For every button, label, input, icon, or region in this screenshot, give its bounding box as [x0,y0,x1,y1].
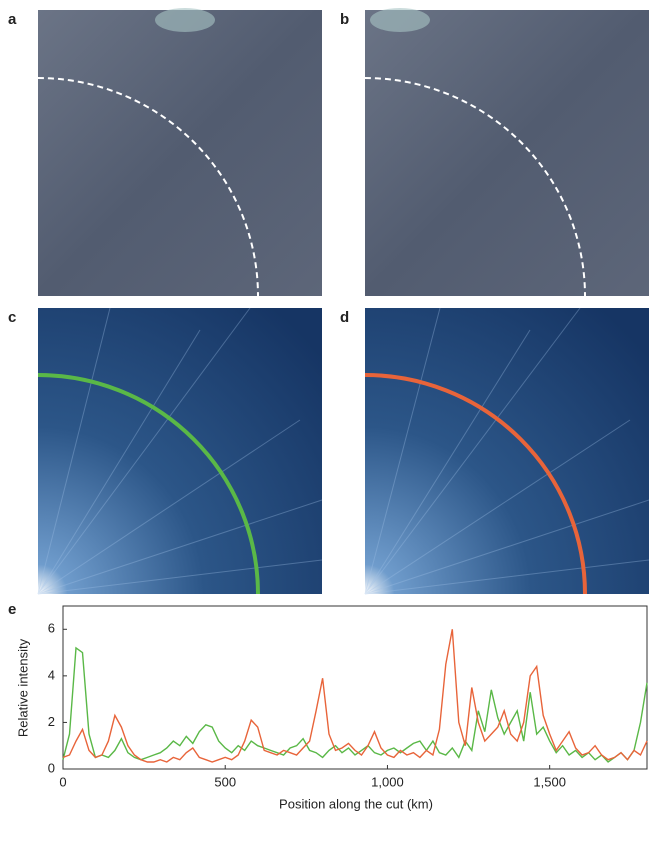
series-line [63,629,647,762]
panel-label: b [340,11,349,28]
panel-b-image [365,8,649,296]
x-tick-label: 1,000 [371,774,404,789]
x-axis-label: Position along the cut (km) [279,796,433,811]
y-tick-label: 2 [48,714,55,729]
y-tick-label: 0 [48,760,55,775]
page: {"panel_labels": ["a", "b", "c", "d", "e… [0,0,649,843]
figure: a b c d e Position along the cut (km) Re… [0,0,649,843]
panel-d-image [365,308,649,594]
panel-a-image [38,8,322,296]
x-tick-label: 0 [59,774,66,789]
panel-label: c [8,309,16,326]
y-axis-label: Relative intensity [15,638,30,737]
panel-label: a [8,11,17,28]
panel-c-image [38,308,322,594]
x-tick-label: 500 [214,774,236,789]
y-tick-label: 4 [48,667,55,682]
panel-label: d [340,309,349,326]
x-tick-label: 1,500 [533,774,566,789]
y-tick-label: 6 [48,621,55,636]
panel-label: e [8,601,16,618]
